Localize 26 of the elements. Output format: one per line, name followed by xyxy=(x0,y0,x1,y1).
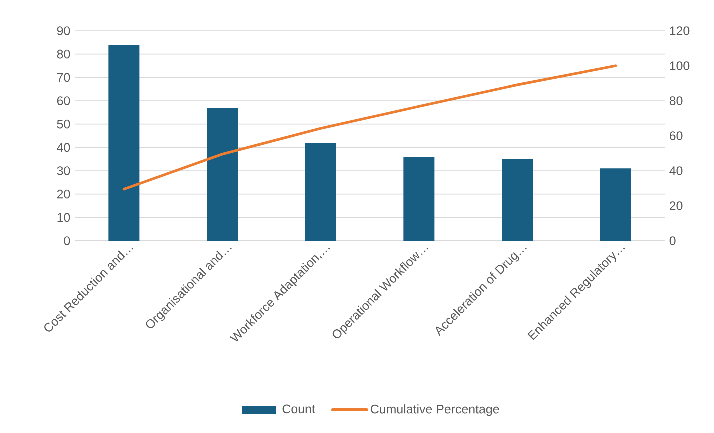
legend-label: Count xyxy=(282,404,316,414)
y-tick-label: 90 xyxy=(57,26,70,36)
bar xyxy=(108,44,140,241)
legend-label: Cumulative Percentage xyxy=(371,404,500,416)
bar xyxy=(600,168,632,241)
bar xyxy=(305,142,336,241)
line-series xyxy=(122,64,618,191)
y-tick-label: 80 xyxy=(57,50,70,59)
y-tick-label: 30 xyxy=(57,166,70,176)
y-tick-label: 0 xyxy=(64,236,70,246)
y2-tick-label: 100 xyxy=(670,62,690,70)
y2-tick-label: 20 xyxy=(670,202,683,210)
bar xyxy=(404,156,435,241)
y-tick-label: 40 xyxy=(57,143,70,152)
y-tick-label: 20 xyxy=(57,190,70,199)
y-tick-label: 60 xyxy=(57,96,70,106)
bar xyxy=(502,159,534,241)
y-tick-label: 10 xyxy=(58,213,70,222)
y2-tick-label: 60 xyxy=(670,132,683,140)
y2-tick-label: 80 xyxy=(670,96,683,106)
bar xyxy=(207,108,238,241)
y-tick-label: 70 xyxy=(57,73,70,82)
y2-tick-label: 0 xyxy=(670,236,676,246)
y2-tick-label: 120 xyxy=(670,26,690,36)
y-tick-label: 50 xyxy=(57,120,70,129)
y2-tick-label: 40 xyxy=(670,166,683,176)
